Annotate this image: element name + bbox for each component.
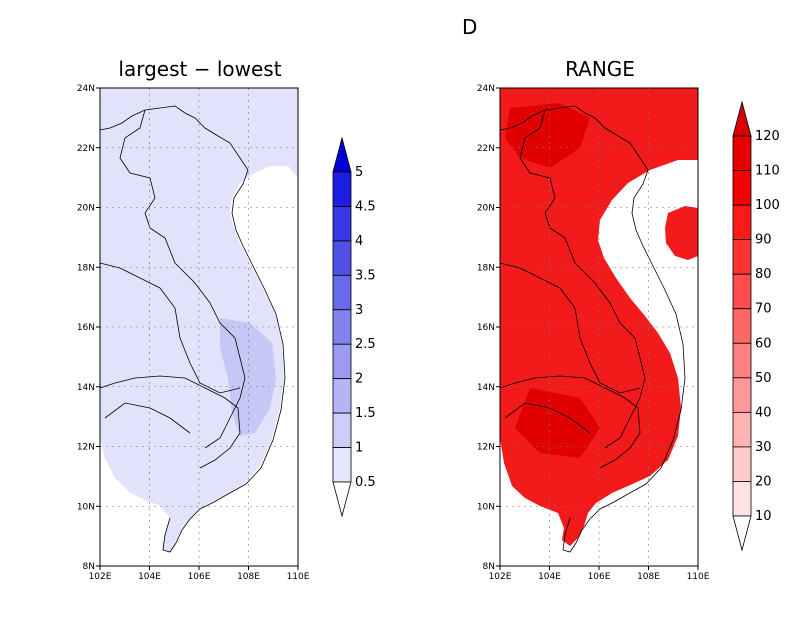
panel-largest-lowest: largest − lowest 102E 104E 106E 108E 110E 24… (77, 57, 376, 582)
colorbar-segment (732, 446, 752, 482)
colorbar-label: 80 (755, 267, 772, 282)
y-tick-label: 12N (477, 443, 495, 453)
x-tick-label: 104E (138, 572, 161, 582)
border-lines (499, 109, 646, 469)
y-tick-label: 18N (477, 263, 495, 273)
coastline (499, 105, 686, 553)
colorbar-segment (332, 309, 352, 345)
land-shade (505, 103, 600, 458)
colorbar-segment (732, 377, 752, 413)
y-tick-label: 10N (77, 502, 95, 512)
map-area (499, 87, 699, 567)
y-tick-label: 8N (83, 562, 95, 572)
colorbar-bottom-triangle (332, 481, 352, 518)
colorbar-label: 0.5 (355, 475, 376, 490)
colorbar-label: 3 (355, 303, 363, 318)
colorbar-segment (332, 412, 352, 448)
colorbar-label: 3.5 (355, 268, 376, 283)
y-tick-label: 18N (77, 263, 95, 273)
colorbar-label: 1 (355, 441, 363, 456)
colorbar-bottom-triangle (732, 515, 752, 552)
colorbar-segment (332, 274, 352, 311)
y-tick-label: 24N (77, 84, 95, 94)
island-fill (665, 206, 698, 260)
colorbar-segment (732, 481, 752, 517)
colorbar-label: 4.5 (355, 199, 376, 214)
y-tick-label: 8N (483, 562, 495, 572)
colorbar: 10 20 30 40 50 60 70 80 90 100 110 120 (732, 100, 780, 552)
x-tick-label: 110E (687, 572, 710, 582)
x-tick-label: 102E (89, 572, 112, 582)
y-tick-label: 16N (77, 323, 95, 333)
coastline (99, 105, 286, 553)
colorbar-segment (332, 206, 352, 242)
gridlines (100, 88, 298, 566)
y-tick-label: 14N (77, 383, 95, 393)
border-lines (99, 109, 246, 469)
x-tick-label: 110E (287, 572, 310, 582)
colorbar-label: 4 (355, 234, 363, 249)
colorbar-label: 50 (755, 371, 772, 386)
colorbar-label: 120 (755, 129, 780, 144)
y-tick-labels: 24N 22N 20N 18N 16N 14N 12N 10N 8N (477, 84, 500, 572)
x-tick-labels: 102E 104E 106E 108E 110E (489, 566, 710, 582)
colorbar-label: 5 (355, 165, 363, 180)
colorbar-segment (732, 273, 752, 310)
x-tick-label: 102E (489, 572, 512, 582)
colorbar-segment (732, 411, 752, 448)
x-tick-label: 108E (637, 572, 660, 582)
top-label: D (462, 15, 477, 39)
colorbar-segment (332, 343, 352, 380)
y-tick-label: 22N (477, 144, 495, 154)
y-tick-label: 22N (77, 144, 95, 154)
colorbar-label: 2.5 (355, 337, 376, 352)
y-tick-labels: 24N 22N 20N 18N 16N 14N 12N 10N 8N (77, 84, 100, 572)
colorbar-label: 30 (755, 440, 772, 455)
y-tick-label: 12N (77, 443, 95, 453)
colorbar-segment (332, 378, 352, 414)
panel-range: RANGE 102E 104E 106E 108E 110E 24N 22N 20N 18N 1… (477, 57, 780, 582)
x-tick-labels: 102E 104E 106E 108E 110E (89, 566, 310, 582)
gridlines (500, 88, 698, 566)
colorbar-label: 110 (755, 164, 780, 179)
y-tick-label: 20N (477, 204, 495, 214)
colorbar-segment (332, 171, 352, 207)
colorbar-label: 20 (755, 474, 772, 489)
colorbar-label: 1.5 (355, 406, 376, 421)
y-tick-label: 24N (477, 84, 495, 94)
x-tick-label: 104E (538, 572, 561, 582)
colorbar: 0.5 1 1.5 2 2.5 3 3.5 4 4.5 5 (332, 136, 376, 518)
colorbar-segment (732, 239, 752, 275)
panel-title: largest − lowest (118, 57, 281, 81)
colorbar-label: 60 (755, 336, 772, 351)
land-shade (220, 318, 276, 436)
colorbar-segment (732, 342, 752, 379)
y-tick-label: 14N (477, 383, 495, 393)
colorbar-segment (732, 308, 752, 344)
x-tick-label: 106E (588, 572, 611, 582)
colorbar-segment (732, 135, 752, 171)
x-tick-label: 106E (188, 572, 211, 582)
colorbar-segment (732, 204, 752, 241)
panel-title: RANGE (565, 57, 635, 81)
colorbar-top-triangle (732, 100, 752, 137)
colorbar-label: 70 (755, 302, 772, 317)
colorbar-label: 90 (755, 233, 772, 248)
colorbar-segment (332, 240, 352, 276)
colorbar-segment (332, 447, 352, 483)
colorbar-segment (732, 170, 752, 206)
colorbar-label: 10 (755, 509, 772, 524)
colorbar-label: 2 (355, 372, 363, 387)
colorbar-label: 100 (755, 198, 780, 213)
colorbar-label: 40 (755, 405, 772, 420)
y-tick-label: 10N (477, 502, 495, 512)
map-area (99, 87, 299, 567)
colorbar-top-triangle (332, 136, 352, 173)
x-tick-label: 108E (237, 572, 260, 582)
y-tick-label: 16N (477, 323, 495, 333)
y-tick-label: 20N (77, 204, 95, 214)
